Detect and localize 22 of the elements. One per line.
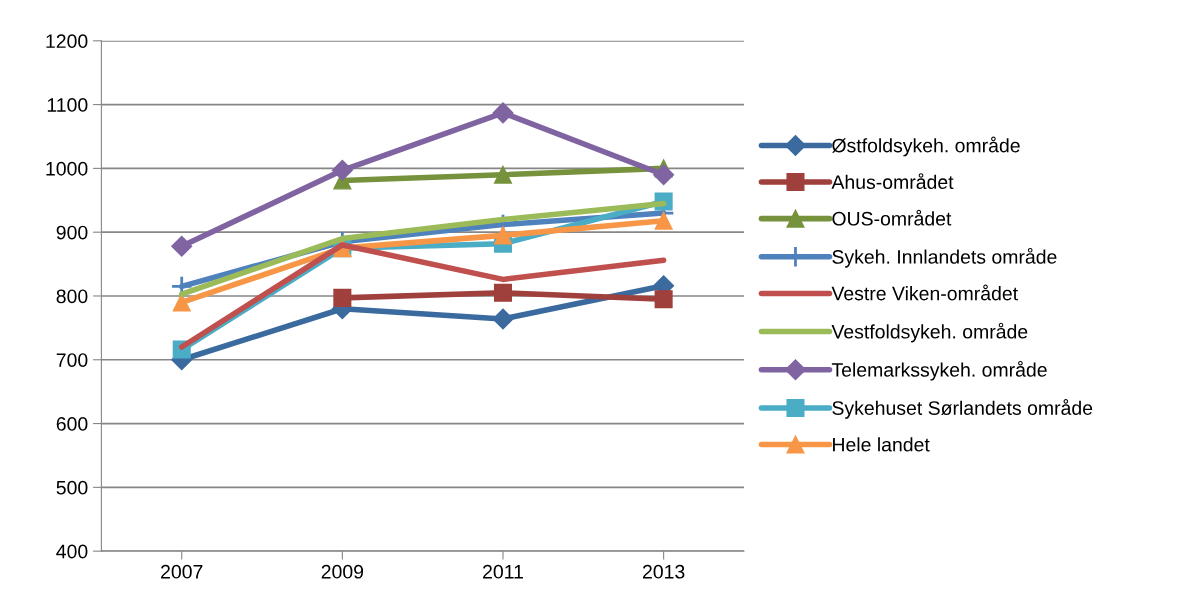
legend-label: OUS-området [832,209,952,226]
y-tick-label: 700 [56,353,88,367]
legend-label: Sykeh. Innlandets område [832,247,1057,268]
legend-label: Ahus-området [831,173,954,190]
y-tick-label: 1200 [46,34,88,49]
legend-label: Vestre Viken-området [831,284,1018,301]
y-tick-label: 400 [56,544,88,559]
y-tick-label: 500 [56,480,88,495]
legend-label: Hele landet [833,437,930,452]
y-tick-label: 600 [56,417,88,431]
y-tick-label: 900 [56,225,88,240]
y-tick-label: 1000 [46,161,88,176]
x-tick-label: 2009 [321,564,364,579]
x-tick-label: 2011 [483,564,523,579]
y-tick-label: 800 [56,289,88,304]
x-tick-label: 2013 [642,564,685,579]
y-tick-label: 1100 [47,98,88,112]
x-tick-label: 2007 [161,564,203,579]
legend-label: Sykehuset Sørlandets område [832,399,1093,419]
legend-label: Østfoldsykeh. område [832,136,1020,157]
legend-label: Telemarkssykeh. område [831,360,1047,381]
legend-label: Vestfoldsykeh. område [831,322,1028,343]
